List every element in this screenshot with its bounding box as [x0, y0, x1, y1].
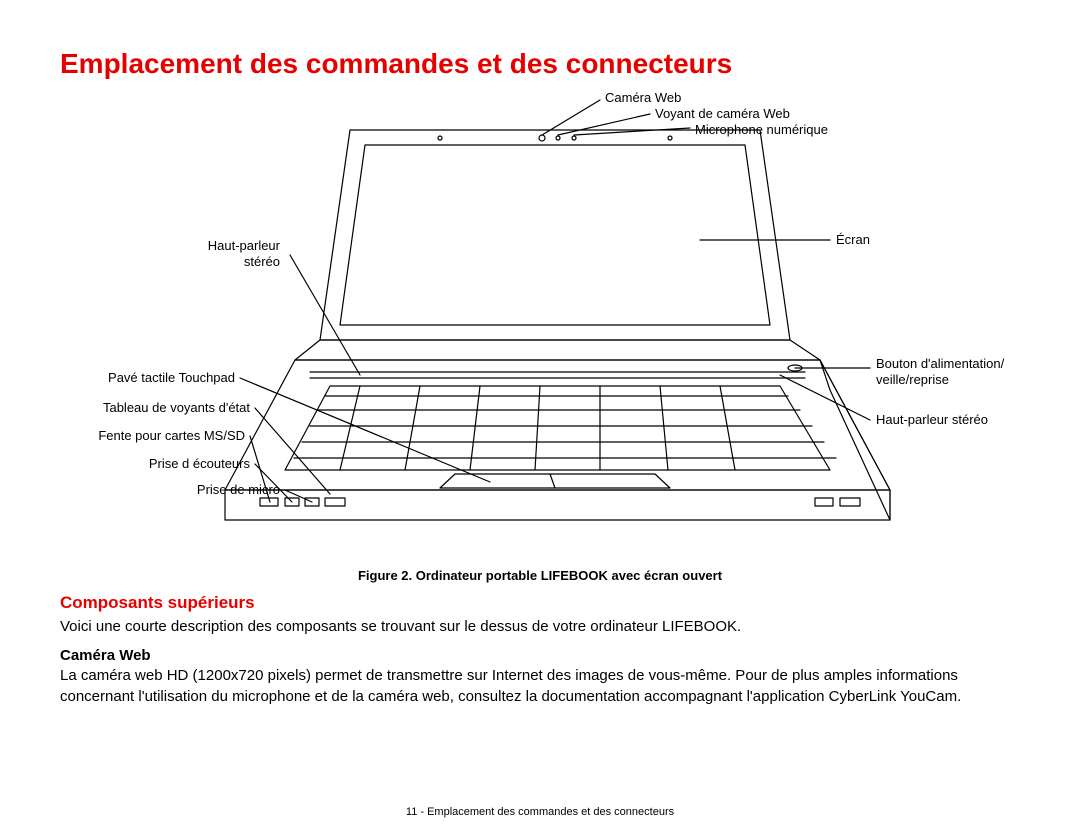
callout-headphone-jack: Prise d écouteurs	[149, 456, 250, 472]
section-heading: Composants supérieurs	[60, 593, 1020, 613]
subsection-heading: Caméra Web	[60, 647, 1020, 664]
callout-ecran: Écran	[836, 232, 870, 248]
document-page: Emplacement des commandes et des connect…	[0, 0, 1080, 840]
callout-touchpad: Pavé tactile Touchpad	[108, 370, 235, 386]
callout-mic-jack: Prise de micro	[197, 482, 280, 498]
subsection-body: La caméra web HD (1200x720 pixels) perme…	[60, 666, 1020, 707]
callout-card-slot: Fente pour cartes MS/SD	[98, 428, 245, 444]
laptop-diagram: Caméra Web Voyant de caméra Web Micropho…	[60, 90, 1020, 560]
figure-caption: Figure 2. Ordinateur portable LIFEBOOK a…	[60, 568, 1020, 583]
callout-status-lights: Tableau de voyants d'état	[103, 400, 250, 416]
callout-power-button: Bouton d'alimentation/ veille/reprise	[876, 356, 1004, 389]
section-intro: Voici une courte description des composa…	[60, 617, 1020, 637]
callout-voyant-camera: Voyant de caméra Web	[655, 106, 790, 122]
page-footer: 11 - Emplacement des commandes et des co…	[0, 806, 1080, 818]
page-title: Emplacement des commandes et des connect…	[60, 48, 1020, 80]
callout-speaker-left: Haut-parleur stéréo	[208, 238, 280, 271]
callout-camera-web: Caméra Web	[605, 90, 681, 106]
callout-speaker-right: Haut-parleur stéréo	[876, 412, 988, 428]
callout-microphone: Microphone numérique	[695, 122, 828, 138]
